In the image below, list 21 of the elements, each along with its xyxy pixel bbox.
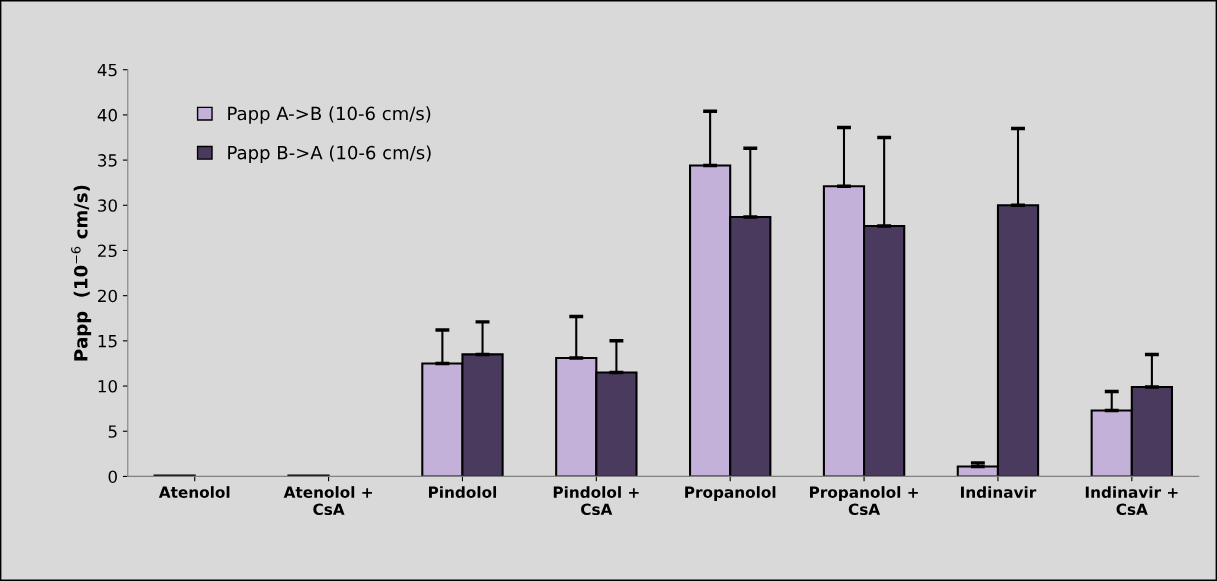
y-tick-label: 15 xyxy=(98,335,117,348)
y-tick-label: 30 xyxy=(98,199,117,212)
x-tick-label: Indinavir xyxy=(961,486,1037,498)
x-tick-label: Atenolol xyxy=(158,486,230,498)
x-tick-label: Propanolol xyxy=(685,486,776,501)
y-tick-label: 0 xyxy=(108,470,117,483)
x-tick-label: Propanolol + CsA xyxy=(810,486,918,516)
x-tick-label: Indinavir + CsA xyxy=(1085,486,1178,516)
x-tick-label: Pindolol + CsA xyxy=(553,486,639,516)
y-tick-label: 25 xyxy=(98,244,117,258)
legend-label: Papp A->B (10-6 cm/s) xyxy=(228,106,431,124)
y-tick-label: 20 xyxy=(98,289,117,303)
y-axis-title: Papp (10$^{−6}$ cm/s) xyxy=(71,185,92,361)
y-tick-label: 35 xyxy=(98,154,117,167)
x-tick-label: Pindolol xyxy=(429,486,497,498)
x-tick-label: Atenolol + CsA xyxy=(283,486,372,516)
y-tick-label: 10 xyxy=(98,380,117,393)
y-tick-label: 5 xyxy=(108,425,117,438)
y-tick-label: 40 xyxy=(97,108,117,122)
y-tick-label: 45 xyxy=(97,63,117,77)
legend-label: Papp B->A (10-6 cm/s) xyxy=(228,145,431,163)
